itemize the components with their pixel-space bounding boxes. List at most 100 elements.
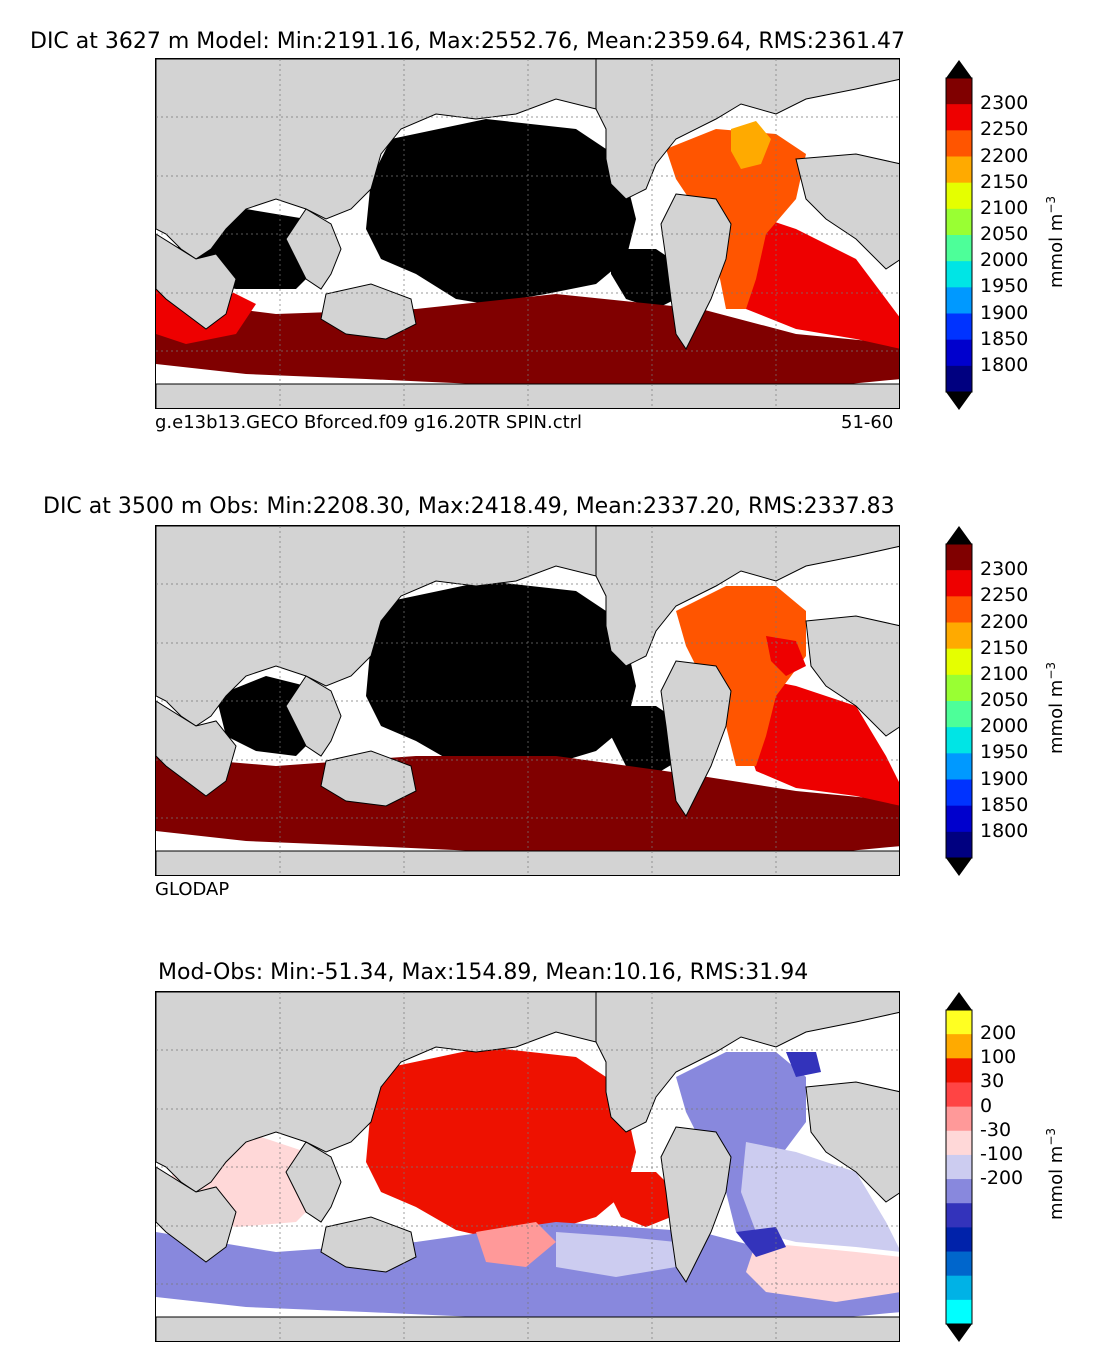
colorbar-unit-label: mmol m−3: [1044, 195, 1067, 288]
panel3-title: Mod-Obs: Min:-51.34, Max:154.89, Mean:10…: [158, 960, 809, 985]
colorbar-extend-min: [946, 392, 972, 410]
land-europe-africa-east: [805, 1081, 899, 1203]
colorbar-segment: [946, 674, 972, 702]
panel2-footer-left: GLODAP: [155, 879, 230, 900]
colorbar-segment: [946, 831, 972, 859]
colorbar-tick-label: -100: [980, 1142, 1024, 1165]
colorbar-segment: [946, 1227, 972, 1253]
colorbar-segment: [946, 1203, 972, 1228]
ocean-south-atlantic: [741, 1142, 899, 1252]
colorbar-tick-label: 2300: [980, 92, 1029, 115]
ocean-north-atlantic: [676, 1052, 806, 1232]
ocean-south-pink: [746, 1242, 899, 1302]
panel3-map: [155, 991, 900, 1342]
land-australia: [320, 750, 417, 807]
colorbar-segment: [946, 235, 972, 262]
panel1-colorbar-svg: [945, 60, 973, 410]
land-s-america: [660, 1126, 732, 1283]
colorbar-extend-max: [946, 60, 972, 78]
land-antarctica: [156, 383, 899, 408]
land-antarctica: [156, 850, 899, 875]
colorbar-segment: [946, 313, 972, 341]
land-india-se-asia: [285, 208, 342, 290]
colorbar-tick-label: 2200: [980, 610, 1029, 633]
colorbar-tick-label: 100: [980, 1046, 1017, 1069]
colorbar-segment: [946, 78, 972, 105]
colorbar-segment: [946, 1299, 972, 1325]
colorbar-segment: [946, 208, 972, 236]
ocean-north-atlantic: [666, 129, 806, 309]
panel2-map: [155, 525, 900, 876]
colorbar-segment: [946, 287, 972, 314]
colorbar-segment: [946, 1106, 972, 1132]
colorbar-tick-label: -200: [980, 1167, 1024, 1190]
land-s-america: [660, 660, 732, 817]
land-europe-africa-east: [805, 615, 899, 737]
land-africa: [156, 700, 237, 797]
colorbar-frame: [945, 543, 973, 859]
panel1-map-svg: [156, 59, 899, 408]
land-n-america: [595, 59, 899, 200]
colorbar-tick-label: -30: [980, 1118, 1012, 1141]
colorbar-tick-label: 2000: [980, 249, 1029, 272]
colorbar-tick-label: 2050: [980, 689, 1029, 711]
land-australia: [320, 283, 417, 340]
colorbar-segment: [946, 1130, 972, 1156]
colorbar-tick-label: 2300: [980, 558, 1029, 581]
colorbar-tick-label: 1950: [980, 741, 1029, 764]
ocean-na-dark: [786, 1052, 821, 1077]
colorbar-segment: [946, 130, 972, 157]
panel1-title: DIC at 3627 m Model: Min:2191.16, Max:25…: [30, 29, 905, 54]
colorbar-extend-max: [946, 992, 972, 1010]
colorbar-tick-label: 200: [980, 1022, 1017, 1045]
colorbar-segment: [946, 261, 972, 288]
colorbar-segment: [946, 596, 972, 623]
panel3-colorbar-svg: [945, 992, 973, 1342]
colorbar-frame: [945, 1009, 973, 1325]
colorbar-tick-label: 0: [980, 1094, 993, 1117]
colorbar-segment: [946, 1034, 972, 1059]
colorbar-segment: [946, 1179, 972, 1204]
colorbar-segment: [946, 1251, 972, 1277]
ocean-pacific: [366, 119, 636, 304]
colorbar-segment: [946, 104, 972, 131]
land-n-america: [595, 992, 899, 1133]
panel2-colorbar: [945, 526, 1065, 876]
ocean-pacific: [366, 1047, 636, 1237]
land-australia: [320, 1216, 417, 1273]
panel1-footer-left: g.e13b13.GECO Bforced.f09 g16.20TR SPIN.…: [155, 412, 583, 433]
colorbar-tick-label: 1950: [980, 275, 1029, 298]
ocean-south-atlantic: [741, 676, 899, 806]
colorbar-segment: [946, 570, 972, 597]
colorbar-tick-label: 2250: [980, 118, 1029, 141]
colorbar-segment: [946, 365, 972, 393]
colorbar-extend-min: [946, 858, 972, 876]
colorbar-frame: [945, 77, 973, 393]
colorbar-tick-label: 1900: [980, 301, 1029, 324]
panel2-map-svg: [156, 526, 899, 875]
panel1-footer-right: 51-60: [841, 412, 894, 433]
colorbar-tick-label: 1900: [980, 767, 1029, 790]
colorbar-tick-label: 2100: [980, 662, 1029, 685]
colorbar-segment: [946, 156, 972, 184]
colorbar-segment: [946, 544, 972, 571]
panel1-colorbar: [945, 60, 1065, 410]
land-india-se-asia: [285, 675, 342, 757]
colorbar-tick-label: 2150: [980, 170, 1029, 193]
colorbar-segment: [946, 805, 972, 833]
panel3-colorbar: [945, 992, 1065, 1342]
ocean-south-pacific: [611, 1172, 676, 1227]
land-n-america: [595, 526, 899, 667]
colorbar-unit-label: mmol m−3: [1044, 661, 1067, 754]
colorbar-tick-label: 1850: [980, 327, 1029, 350]
colorbar-tick-label: 2250: [980, 584, 1029, 607]
panel3-map-svg: [156, 992, 899, 1341]
ocean-sa-dark: [736, 1227, 786, 1257]
colorbar-tick-label: 2050: [980, 223, 1029, 245]
colorbar-tick-label: 2100: [980, 196, 1029, 219]
colorbar-segment: [946, 339, 972, 367]
colorbar-segment: [946, 727, 972, 754]
panel2-title: DIC at 3500 m Obs: Min:2208.30, Max:2418…: [43, 494, 895, 519]
land-s-america: [660, 193, 732, 350]
colorbar-segment: [946, 622, 972, 650]
